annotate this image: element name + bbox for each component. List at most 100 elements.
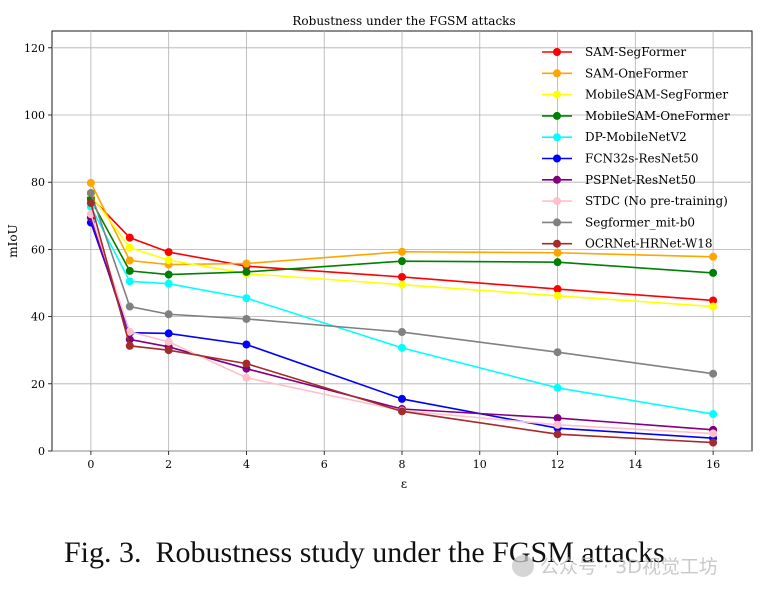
data-point-fcn32s-resnet50 xyxy=(398,394,406,403)
legend-swatch-marker xyxy=(553,239,561,248)
data-point-ocrnet-hrnet-w18 xyxy=(242,359,251,368)
x-tick-label: 10 xyxy=(473,458,487,471)
legend-entry-ocrnet-hrnet-w18: OCRNet-HRNet-W18 xyxy=(542,237,712,251)
wechat-icon xyxy=(512,555,534,577)
line-chart: 0 2 4 6 8 10 12 14 16 0 20 40 60 80 100 120 SAM-SegForm… xyxy=(6,14,753,491)
legend-entry-segformer-mit-b0: Segformer_mit-b0 xyxy=(542,215,695,229)
data-point-segformer-mit-b0 xyxy=(125,302,134,311)
data-point-dp-mobilenetv2 xyxy=(709,410,718,419)
legend-swatch-marker xyxy=(553,48,561,56)
data-point-sam-segformer xyxy=(553,285,562,294)
series-lines xyxy=(86,178,718,447)
data-point-dp-mobilenetv2 xyxy=(242,294,251,303)
data-point-sam-segformer xyxy=(164,248,173,257)
data-point-stdc-no-pre-training xyxy=(709,429,718,438)
data-point-segformer-mit-b0 xyxy=(164,310,173,319)
series-ocrnet-hrnet-w18 xyxy=(86,199,718,447)
data-point-mobilesam-oneformer xyxy=(398,257,406,266)
chart-title: Robustness under the FGSM attacks xyxy=(292,14,515,28)
data-point-mobilesam-oneformer xyxy=(242,267,251,276)
legend-label: MobileSAM-SegFormer xyxy=(585,88,728,102)
data-point-fcn32s-resnet50 xyxy=(164,329,173,338)
data-point-mobilesam-oneformer xyxy=(709,268,718,277)
data-point-mobilesam-oneformer xyxy=(164,270,173,279)
legend-entry-mobilesam-segformer: MobileSAM-SegFormer xyxy=(542,88,728,102)
data-point-ocrnet-hrnet-w18 xyxy=(164,346,173,355)
y-tick-label: 120 xyxy=(24,42,45,55)
legend-entry-pspnet-resnet50: PSPNet-ResNet50 xyxy=(542,173,696,187)
data-point-mobilesam-oneformer xyxy=(553,258,562,267)
data-point-stdc-no-pre-training xyxy=(164,337,173,346)
data-point-sam-oneformer xyxy=(553,248,562,257)
legend-entry-fcn32s-resnet50: FCN32s-ResNet50 xyxy=(542,152,698,166)
legend-swatch-marker xyxy=(553,218,561,227)
legend-entry-stdc-no-pre-training: STDC (No pre-training) xyxy=(542,194,728,208)
legend-label: STDC (No pre-training) xyxy=(585,194,728,208)
watermark: 公众号 · 3D视觉工坊 xyxy=(512,552,752,579)
data-point-sam-segformer xyxy=(398,272,406,281)
data-point-sam-oneformer xyxy=(709,252,718,261)
y-tick-label: 40 xyxy=(31,311,45,324)
x-tick-label: 4 xyxy=(243,458,250,471)
x-tick-label: 14 xyxy=(628,458,642,471)
x-axis-label: ε xyxy=(401,477,407,491)
figure-caption: Fig. 3. Robustness study under the FGSM a… xyxy=(0,536,769,570)
data-point-segformer-mit-b0 xyxy=(242,314,251,323)
data-point-segformer-mit-b0 xyxy=(709,369,718,378)
legend-label: OCRNet-HRNet-W18 xyxy=(585,237,712,251)
legend-swatch-marker xyxy=(553,197,561,206)
figure-caption-text: Robustness study under the FGSM attacks xyxy=(155,536,665,569)
data-point-dp-mobilenetv2 xyxy=(125,277,134,286)
legend-swatch-marker xyxy=(553,90,561,99)
legend-entry-sam-oneformer: SAM-OneFormer xyxy=(542,66,688,80)
legend-swatch-marker xyxy=(553,111,561,120)
data-point-ocrnet-hrnet-w18 xyxy=(398,407,406,416)
y-tick-label: 20 xyxy=(31,378,45,391)
data-point-mobilesam-segformer xyxy=(553,291,562,300)
data-point-stdc-no-pre-training xyxy=(242,373,251,382)
x-tick-label: 2 xyxy=(165,458,172,471)
x-tick-label: 16 xyxy=(706,458,720,471)
x-tick-label: 0 xyxy=(87,458,94,471)
legend-swatch-marker xyxy=(553,175,561,184)
data-point-stdc-no-pre-training xyxy=(125,327,134,336)
data-point-sam-segformer xyxy=(125,233,134,242)
y-tick-label: 60 xyxy=(31,243,45,256)
legend-label: MobileSAM-OneFormer xyxy=(585,109,730,123)
y-tick-label: 80 xyxy=(31,176,45,189)
data-point-sam-oneformer xyxy=(86,178,95,187)
legend-swatch-marker xyxy=(553,133,561,142)
legend-label: Segformer_mit-b0 xyxy=(585,215,695,229)
series-segformer-mit-b0 xyxy=(86,188,718,378)
data-point-segformer-mit-b0 xyxy=(398,328,406,337)
y-tick-label: 100 xyxy=(24,109,45,122)
data-point-fcn32s-resnet50 xyxy=(242,340,251,349)
data-point-segformer-mit-b0 xyxy=(553,348,562,357)
legend-label: SAM-OneFormer xyxy=(585,66,688,80)
y-axis-label: mIoU xyxy=(6,224,20,257)
data-point-sam-oneformer xyxy=(242,259,251,268)
legend-label: DP-MobileNetV2 xyxy=(585,130,687,144)
data-point-dp-mobilenetv2 xyxy=(398,343,406,352)
data-point-pspnet-resnet50 xyxy=(553,414,562,423)
legend-entry-dp-mobilenetv2: DP-MobileNetV2 xyxy=(542,130,687,144)
legend-entry-mobilesam-oneformer: MobileSAM-OneFormer xyxy=(542,109,730,123)
data-point-mobilesam-segformer xyxy=(164,256,173,265)
data-point-sam-oneformer xyxy=(125,256,134,265)
x-tick-label: 12 xyxy=(551,458,565,471)
data-point-dp-mobilenetv2 xyxy=(553,383,562,392)
legend-entry-sam-segformer: SAM-SegFormer xyxy=(542,45,686,59)
data-point-mobilesam-segformer xyxy=(709,302,718,311)
data-point-mobilesam-oneformer xyxy=(125,266,134,275)
legend-label: PSPNet-ResNet50 xyxy=(585,173,696,187)
watermark-text: 公众号 · 3D视觉工坊 xyxy=(540,556,718,578)
data-point-mobilesam-segformer xyxy=(125,243,134,252)
data-point-stdc-no-pre-training xyxy=(553,420,562,429)
data-point-ocrnet-hrnet-w18 xyxy=(125,341,134,350)
legend: SAM-SegFormer SAM-OneFormer MobileSAM-SegF… xyxy=(542,45,730,251)
legend-swatch-marker xyxy=(553,69,561,78)
data-point-ocrnet-hrnet-w18 xyxy=(709,438,718,447)
legend-swatch-marker xyxy=(553,154,561,163)
data-point-mobilesam-segformer xyxy=(398,280,406,289)
data-point-sam-oneformer xyxy=(398,247,406,256)
